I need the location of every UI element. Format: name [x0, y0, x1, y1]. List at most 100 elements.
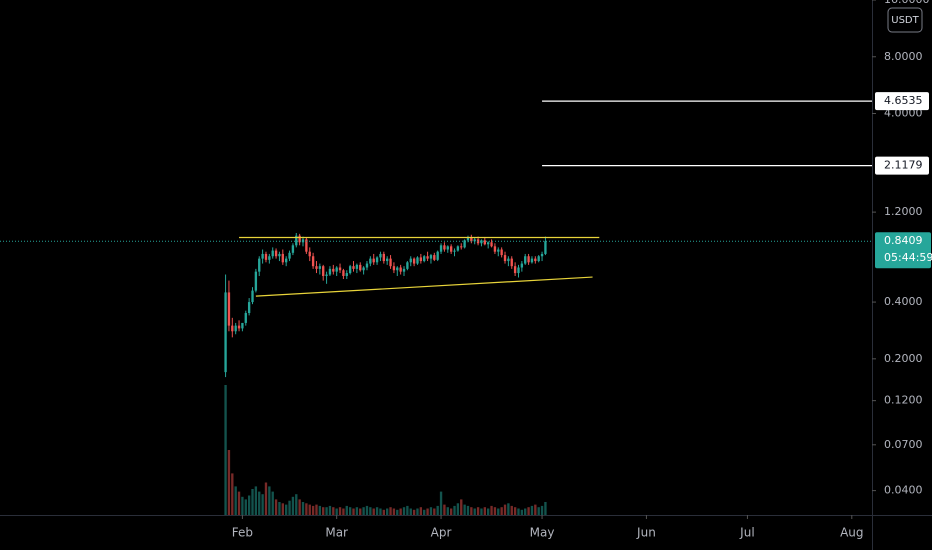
volume-bar — [301, 502, 305, 515]
candle-body — [513, 266, 517, 274]
candle-body — [382, 253, 385, 262]
last-price-label: 0.8409 — [884, 234, 923, 247]
candle-body — [544, 241, 547, 254]
volume-bar — [291, 496, 295, 515]
volume-bar — [449, 508, 453, 515]
candle-body — [392, 266, 396, 271]
level-label-box — [875, 156, 929, 175]
volume-bar — [348, 507, 352, 515]
volume-bar — [517, 508, 520, 515]
volume-bar — [271, 491, 274, 515]
volume-bar — [234, 486, 237, 515]
volume-bar — [409, 508, 412, 515]
candle-body — [409, 258, 412, 263]
candle-body — [429, 255, 433, 259]
volume-bar — [429, 507, 433, 515]
y-tick-label: 0.4000 — [884, 295, 923, 308]
volume-bar — [359, 508, 362, 515]
candle-body — [288, 252, 291, 259]
candle-body — [359, 264, 362, 271]
x-tick-label: Mar — [325, 526, 348, 540]
x-tick-label: Apr — [431, 526, 452, 540]
candle-body — [355, 264, 359, 269]
volume-bar — [476, 507, 480, 515]
volume-bar — [322, 507, 325, 515]
volume-bar — [500, 507, 503, 515]
volume-bar — [288, 500, 291, 515]
volume-bar — [483, 507, 486, 515]
currency-label: USDT — [891, 15, 919, 26]
volume-bar — [406, 505, 409, 515]
candle-body — [308, 251, 311, 257]
candle-body — [412, 258, 416, 264]
candle-body — [271, 250, 274, 257]
volume-bar — [372, 508, 375, 515]
volume-bar — [352, 508, 355, 515]
volume-bar — [258, 491, 261, 515]
volume-bar — [524, 508, 527, 515]
candle-body — [352, 266, 355, 269]
volume-bar — [510, 505, 513, 515]
volume-bar — [382, 509, 385, 515]
volume-bar — [540, 505, 544, 515]
candle-body — [520, 263, 524, 268]
y-tick-label: 0.1200 — [884, 394, 923, 407]
y-tick-label: 1.2000 — [884, 205, 923, 218]
volume-bar — [281, 503, 284, 515]
candle-body — [406, 262, 409, 269]
candle-body — [315, 266, 318, 269]
volume-bar — [460, 499, 463, 515]
candle-body — [254, 271, 258, 291]
candle-body — [423, 256, 426, 262]
candle-body — [476, 239, 480, 244]
volume-bar — [473, 508, 476, 515]
volume-bar — [426, 508, 429, 515]
candle-body — [473, 239, 476, 242]
candle-body — [436, 251, 439, 260]
volume-bar — [456, 503, 460, 515]
candle-body — [322, 266, 325, 276]
candle-body — [480, 240, 483, 244]
y-tick-label: 0.0400 — [884, 484, 923, 497]
candle-body — [487, 242, 490, 245]
volume-bar — [412, 509, 416, 515]
candle-body — [261, 253, 264, 259]
trendline — [255, 276, 593, 297]
volume-bar — [497, 508, 500, 515]
candle-body — [460, 246, 463, 248]
plot-area — [0, 100, 872, 515]
candle-body — [227, 292, 231, 326]
volume-bar — [389, 507, 392, 515]
candle-body — [241, 322, 244, 329]
volume-bar — [527, 507, 530, 515]
volume-bar — [295, 494, 298, 515]
candle-body — [325, 274, 328, 276]
candle-body — [251, 290, 254, 303]
y-tick-label: 0.0700 — [884, 438, 923, 451]
candle-body — [419, 257, 423, 262]
volume-bar — [305, 503, 308, 515]
volume-bar — [396, 509, 399, 515]
candle-body — [345, 273, 348, 276]
volume-bar — [443, 504, 446, 515]
candle-body — [503, 255, 507, 262]
volume-bar — [254, 486, 258, 515]
candle-body — [497, 249, 500, 252]
candle-body — [375, 257, 379, 263]
volume-bar — [237, 491, 241, 515]
volume-bar — [342, 508, 345, 515]
level-label: 4.6535 — [884, 94, 923, 107]
price-labels: 4.6535 2.1179 0.8409 05:44:59 USDT — [875, 7, 932, 269]
volume-bar — [227, 450, 231, 515]
candle-body — [379, 253, 382, 258]
x-tick-label: Jun — [636, 526, 656, 540]
countdown: 05:44:59 — [884, 251, 932, 264]
volume-bar — [392, 508, 396, 515]
candle-body — [507, 258, 510, 262]
volume-bar — [332, 507, 335, 515]
volume-bar — [470, 507, 473, 515]
volume-bar — [224, 385, 227, 515]
candle-body — [258, 258, 261, 272]
